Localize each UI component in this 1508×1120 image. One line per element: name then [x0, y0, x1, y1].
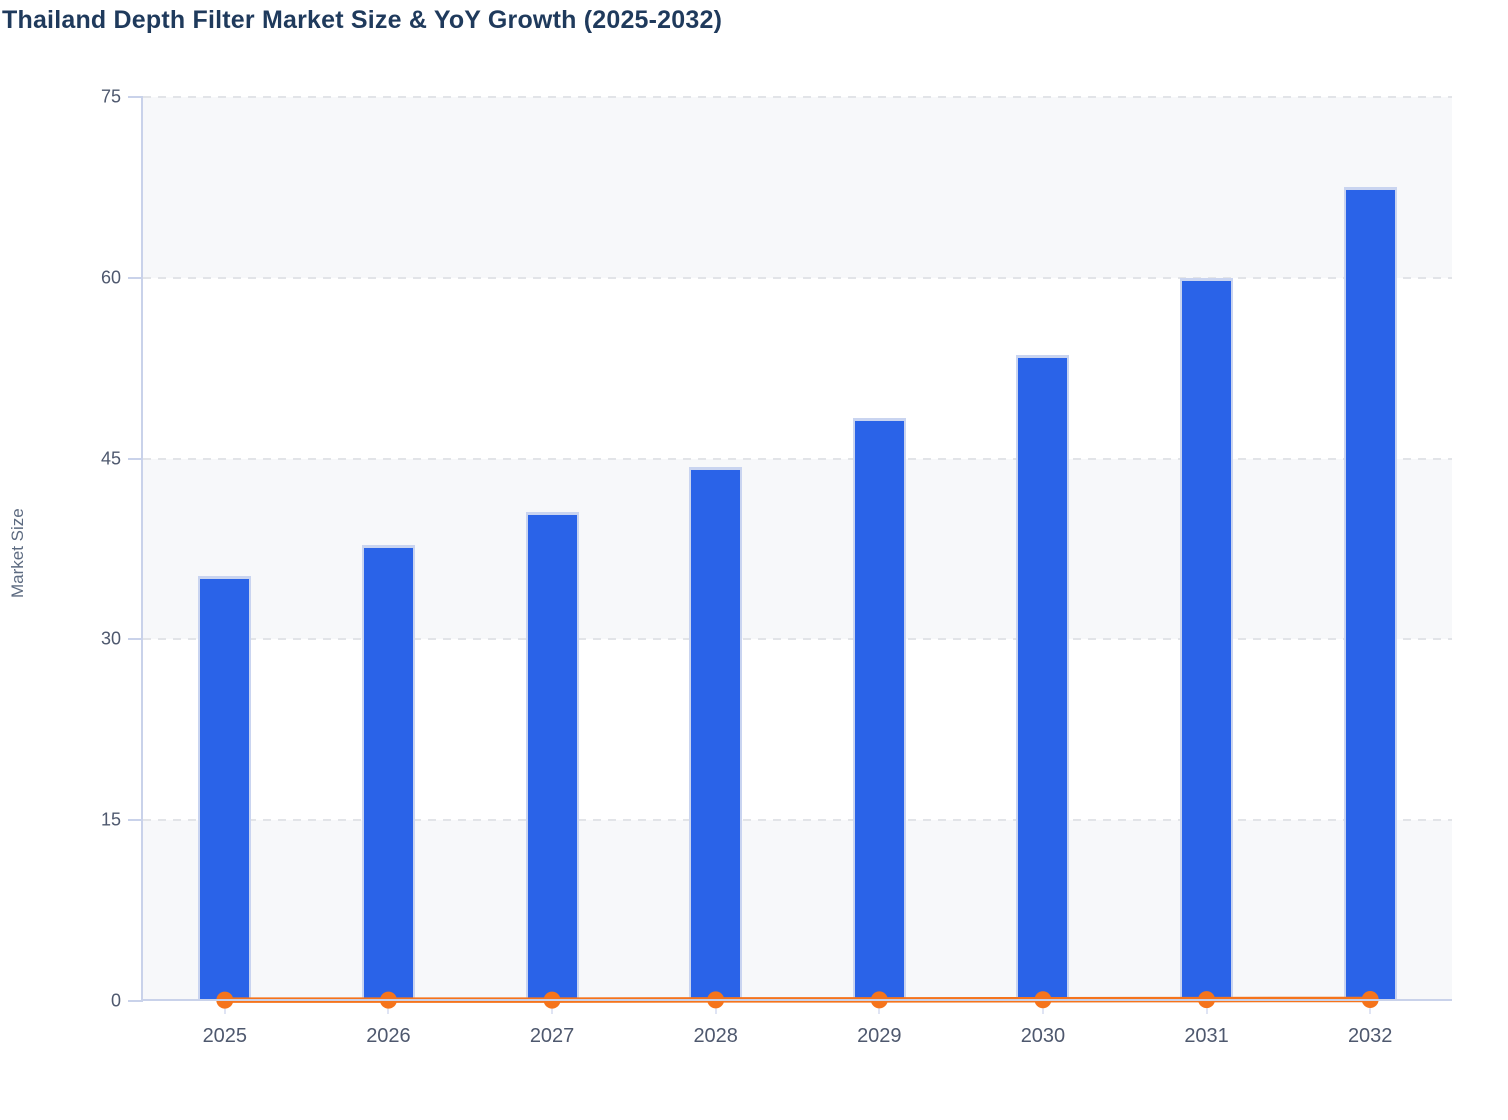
y-tick-mark-30	[128, 638, 143, 641]
x-tick-label-2025: 2025	[202, 1025, 248, 1047]
x-tick-label-2028: 2028	[693, 1025, 738, 1047]
y-tick-label-15: 15	[100, 809, 121, 830]
y-tick-mark-45	[128, 457, 143, 460]
bar-2028	[689, 467, 743, 1001]
x-tick-label-2029: 2029	[857, 1025, 902, 1047]
gridline-15	[143, 819, 1452, 822]
plot-band	[143, 458, 1452, 640]
y-tick-mark-0	[128, 1000, 143, 1002]
bar-2029	[852, 417, 906, 1001]
bar-2030	[1016, 354, 1070, 1001]
gridline-75	[143, 96, 1452, 98]
bar-2031	[1180, 277, 1234, 1001]
bar-2027	[525, 511, 579, 1001]
plot-area	[143, 96, 1452, 1009]
gridline-60	[143, 276, 1452, 279]
y-tick-label-75: 75	[100, 86, 121, 107]
gridline-45	[143, 457, 1452, 460]
x-tick-label-2026: 2026	[366, 1025, 411, 1047]
x-tick-label-2030: 2030	[1020, 1025, 1066, 1047]
y-tick-label-30: 30	[100, 628, 121, 649]
x-tick-label-2031: 2031	[1184, 1025, 1229, 1047]
y-tick-label-60: 60	[100, 267, 121, 288]
y-tick-label-0: 0	[110, 990, 121, 1011]
x-tick-label-2032: 2032	[1347, 1025, 1393, 1047]
yoy-growth-line	[216, 990, 1379, 1009]
x-axis-line	[143, 999, 1452, 1001]
y-tick-mark-60	[128, 276, 143, 279]
y-axis-line	[141, 97, 143, 1002]
x-tick-label-2027: 2027	[529, 1025, 575, 1047]
bar-2025	[198, 575, 252, 1001]
chart-title: Thailand Depth Filter Market Size & YoY …	[2, 6, 723, 34]
plot-band	[143, 97, 1452, 278]
bar-2026	[361, 545, 415, 1001]
y-tick-label-45: 45	[100, 448, 121, 469]
y-axis: 0 15 30 45 60 75	[0, 87, 143, 1011]
bar-2032	[1343, 187, 1397, 1001]
plot-band	[143, 820, 1452, 1001]
gridline-30	[143, 638, 1452, 641]
y-tick-mark-15	[128, 819, 143, 822]
x-axis: 2025 2026 2027 2028 2029 2030 2031 2032	[143, 1001, 1452, 1071]
y-tick-mark-75	[128, 96, 143, 98]
